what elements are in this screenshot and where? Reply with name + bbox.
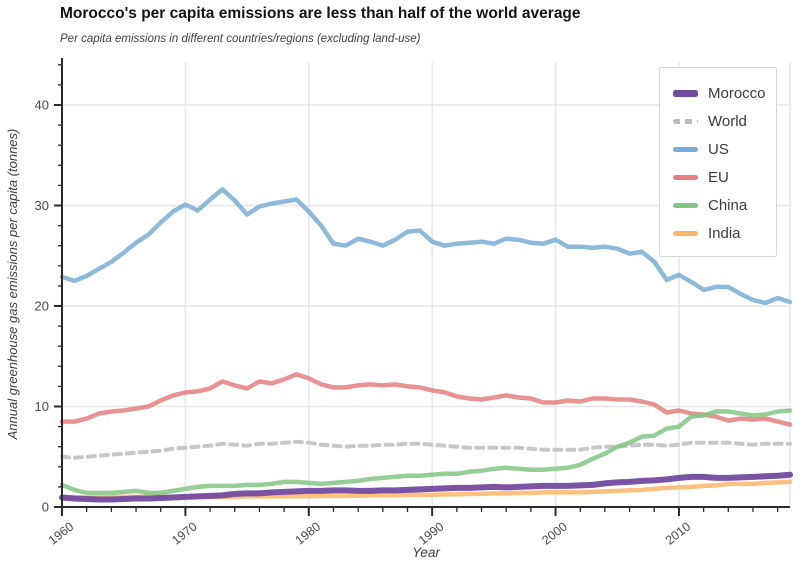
y-tick-label: 30 — [35, 198, 49, 213]
legend-swatch-india — [673, 230, 698, 236]
x-axis-label: Year — [412, 545, 440, 560]
series-line-morocco — [59, 471, 793, 503]
legend-label: Morocco — [708, 84, 766, 102]
legend-swatch-us — [673, 146, 698, 152]
x-tick-label: 1970 — [169, 519, 200, 547]
legend-item-india: India — [673, 219, 776, 247]
legend-item-morocco: Morocco — [673, 79, 776, 107]
legend: Morocco World US EU China India — [659, 67, 777, 257]
x-tick-label: 1960 — [46, 519, 77, 547]
y-tick-label: 40 — [35, 98, 49, 113]
legend-label: India — [708, 224, 741, 242]
legend-label: World — [708, 112, 747, 130]
legend-swatch-morocco — [673, 89, 698, 97]
legend-swatch-china — [673, 202, 698, 208]
series-line-us — [59, 187, 793, 306]
x-tick-label: 2000 — [539, 519, 570, 547]
legend-item-world: World — [673, 107, 776, 135]
legend-label: China — [708, 196, 748, 214]
y-tick-label: 0 — [42, 500, 49, 515]
y-tick-label: 20 — [35, 299, 49, 314]
legend-label: EU — [708, 168, 729, 186]
axes — [54, 58, 790, 516]
chart-subtitle: Per capita emissions in different countr… — [60, 33, 421, 45]
y-tick-label: 10 — [35, 399, 49, 414]
legend-item-eu: EU — [673, 163, 776, 191]
x-tick-label: 1990 — [416, 519, 447, 547]
legend-swatch-eu — [673, 174, 698, 180]
legend-swatch-world — [673, 118, 698, 124]
series-line-china — [59, 408, 793, 496]
legend-item-us: US — [673, 135, 776, 163]
series-line-world — [60, 439, 792, 460]
x-tick-label: 1980 — [293, 519, 324, 547]
x-tick-label: 2010 — [663, 519, 694, 547]
legend-label: US — [708, 140, 729, 158]
chart-title: Morocco's per capita emissions are less … — [60, 5, 581, 22]
legend-item-china: China — [673, 191, 776, 219]
y-axis-label: Annual greenhouse gas emissions per capi… — [5, 129, 20, 441]
series-line-eu — [59, 372, 793, 427]
series-lines — [59, 187, 793, 503]
